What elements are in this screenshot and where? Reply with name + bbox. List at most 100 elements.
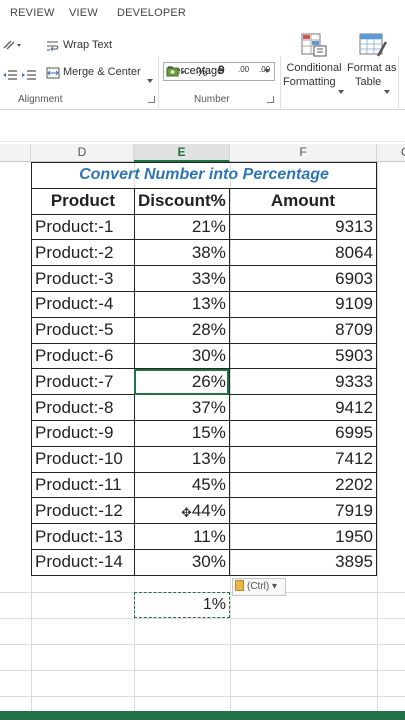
conditional-dropdown-icon[interactable] [338,81,344,99]
wrap-text-icon[interactable] [46,39,60,57]
product-cell[interactable]: Product:-10 [31,445,135,473]
column-header-f[interactable]: F [230,144,377,162]
format-table-dropdown-icon[interactable] [384,81,390,99]
product-cell[interactable]: Product:-8 [31,394,135,421]
number-format-select[interactable]: Percentage [163,62,275,81]
tab-review[interactable]: REVIEW [10,7,55,19]
table-row: Product:-6 30% 5903 [31,342,378,370]
discount-cell[interactable]: 13% [133,290,230,318]
group-separator [398,56,399,132]
ribbon-tabs: REVIEW VIEW DEVELOPER [0,0,405,26]
product-cell[interactable]: Product:-7 [31,368,135,396]
grid-line [0,696,405,697]
tab-developer[interactable]: DEVELOPER [117,7,187,19]
header-amount[interactable]: Amount [228,187,378,215]
amount-cell[interactable]: 2202 [228,471,378,499]
format-as-table-icon[interactable] [358,32,388,63]
orientation-icon[interactable] [2,38,24,56]
header-product[interactable]: Product [31,187,135,215]
product-cell[interactable]: Product:-14 [31,548,135,576]
comma-style-button[interactable]: 9 [218,63,225,77]
merge-center-button[interactable]: Merge & Center [63,66,141,78]
column-header-g[interactable]: G [377,144,405,162]
amount-cell[interactable]: 9412 [228,394,378,421]
discount-cell[interactable]: 11% [133,523,230,550]
tab-view[interactable]: VIEW [69,7,98,19]
header-discount[interactable]: Discount% [133,187,230,215]
product-cell[interactable]: Product:-9 [31,419,135,447]
amount-cell[interactable]: 7412 [228,445,378,473]
amount-cell[interactable]: 9109 [228,290,378,318]
chevron-down-icon: ▾ [272,581,278,592]
paste-options-button[interactable]: (Ctrl) ▾ [232,578,286,596]
merge-dropdown-icon[interactable] [147,70,153,88]
table-title[interactable]: Convert Number into Percentage [31,162,377,189]
amount-cell[interactable]: 9333 [228,368,378,396]
merge-center-icon[interactable] [46,66,60,84]
amount-cell[interactable]: 3895 [228,548,378,576]
format-as-table-label-1[interactable]: Format as [347,62,397,74]
data-table: Convert Number into Percentage Product D… [31,162,378,576]
percent-style-button[interactable]: % [196,64,208,79]
product-cell[interactable]: Product:-1 [31,213,135,241]
table-row: Product:-4 13% 9109 [31,290,378,318]
ribbon: Wrap Text Merge & Center Percentage % 9 … [0,26,405,132]
group-label-number: Number [194,94,230,105]
table-row: Product:-12 44% 7919 [31,497,378,525]
conditional-formatting-label-2[interactable]: Formatting [283,76,336,88]
alignment-dialog-launcher-icon[interactable] [148,96,155,103]
product-cell[interactable]: Product:-3 [31,265,135,292]
discount-cell[interactable]: 30% [133,548,230,576]
increase-indent-icon[interactable] [22,67,36,85]
format-as-table-label-2[interactable]: Table [355,76,382,88]
accounting-format-icon[interactable] [166,65,186,84]
column-header-corner [0,144,31,162]
discount-cell[interactable]: 33% [133,265,230,292]
wrap-text-button[interactable]: Wrap Text [63,39,113,51]
discount-cell[interactable]: 15% [133,419,230,447]
column-header-e[interactable]: E [134,144,230,162]
amount-cell[interactable]: 7919 [228,497,378,525]
table-row: Product:-5 28% 8709 [31,316,378,344]
increase-decimal-button[interactable]: .00 [238,65,250,74]
discount-cell[interactable]: 13% [133,445,230,473]
discount-cell[interactable]: 38% [133,239,230,267]
discount-cell[interactable]: 26% [133,368,230,396]
number-dialog-launcher-icon[interactable] [267,96,274,103]
decrease-decimal-button[interactable]: .00 [259,65,271,74]
product-cell[interactable]: Product:-2 [31,239,135,267]
discount-cell[interactable]: 37% [133,394,230,421]
conditional-formatting-label-1[interactable]: Conditional [286,62,342,74]
grid-line [377,162,378,720]
amount-cell[interactable]: 8064 [228,239,378,267]
conditional-formatting-icon[interactable] [300,32,328,63]
discount-cell[interactable]: 30% [133,342,230,370]
product-cell[interactable]: Product:-4 [31,290,135,318]
grid-line [0,670,405,671]
column-header-d[interactable]: D [31,144,134,162]
amount-cell[interactable]: 9313 [228,213,378,241]
product-cell[interactable]: Product:-6 [31,342,135,370]
grid-line [0,644,405,645]
product-cell[interactable]: Product:-13 [31,523,135,550]
amount-cell[interactable]: 5903 [228,342,378,370]
group-separator [280,56,281,132]
discount-cell[interactable]: 44% [133,497,230,525]
table-row: Product:-8 37% 9412 [31,394,378,421]
amount-cell[interactable]: 8709 [228,316,378,344]
paste-options-label: (Ctrl) [247,581,270,592]
table-row: Product:-3 33% 6903 [31,265,378,292]
copied-cell[interactable]: 1% [134,592,230,618]
discount-cell[interactable]: 21% [133,213,230,241]
amount-cell[interactable]: 6903 [228,265,378,292]
discount-cell[interactable]: 45% [133,471,230,499]
amount-cell[interactable]: 6995 [228,419,378,447]
table-row: Product:-13 11% 1950 [31,523,378,550]
product-cell[interactable]: Product:-11 [31,471,135,499]
product-cell[interactable]: Product:-5 [31,316,135,344]
decrease-indent-icon[interactable] [3,67,17,85]
product-cell[interactable]: Product:-12 [31,497,135,525]
discount-cell[interactable]: 28% [133,316,230,344]
amount-cell[interactable]: 1950 [228,523,378,550]
table-row: Product:-2 38% 8064 [31,239,378,267]
